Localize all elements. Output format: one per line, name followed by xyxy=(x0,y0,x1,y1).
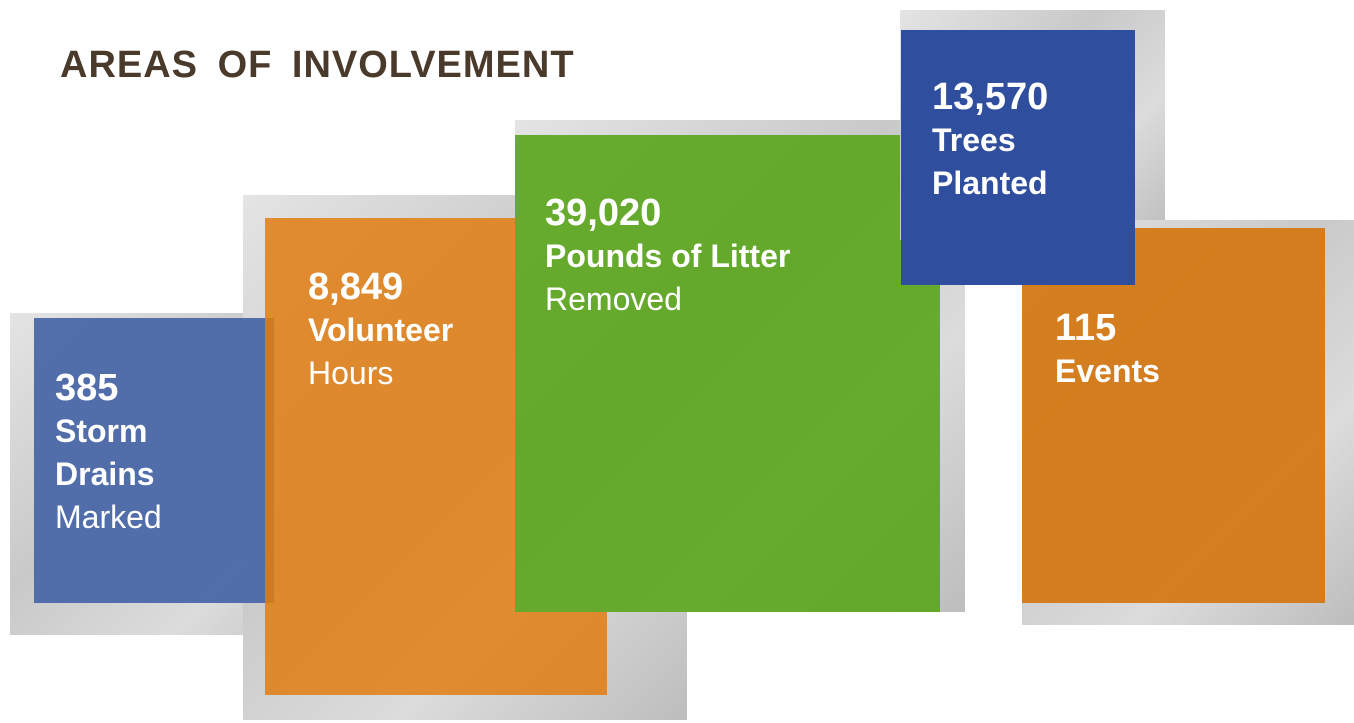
label: Trees xyxy=(932,119,1048,162)
number: 8,849 xyxy=(308,266,453,309)
number: 385 xyxy=(55,367,162,410)
item: 39,020 Pounds of Litter Removed xyxy=(545,192,790,321)
title: AREAS OF INVOLVEMENT xyxy=(60,44,575,87)
item: 385 Storm Drains Marked xyxy=(55,367,162,539)
label-light: Removed xyxy=(545,278,790,321)
item: 13,570 Trees Planted xyxy=(932,76,1048,205)
label-light: Marked xyxy=(55,496,162,539)
number: 115 xyxy=(1055,307,1160,350)
number: 39,020 xyxy=(545,192,790,235)
label: Planted xyxy=(932,162,1048,205)
item: 8,849 Volunteer Hours xyxy=(308,266,453,395)
number: 13,570 xyxy=(932,76,1048,119)
label-light: Hours xyxy=(308,352,453,395)
infographic: AREAS OF INVOLVEMENT 385 Storm Drains Ma… xyxy=(0,0,1354,723)
label: Events xyxy=(1055,350,1160,393)
label: Pounds of Litter xyxy=(545,235,790,278)
item: 115 Events xyxy=(1055,307,1160,393)
label: Volunteer xyxy=(308,309,453,352)
label: Storm xyxy=(55,410,162,453)
label: Drains xyxy=(55,453,162,496)
